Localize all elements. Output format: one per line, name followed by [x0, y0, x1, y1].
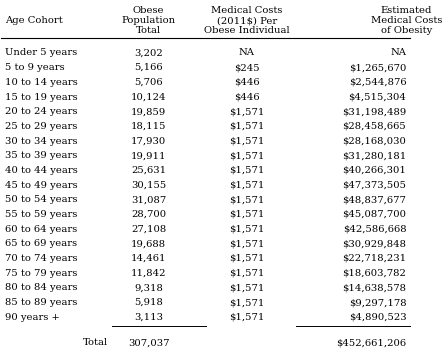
Text: $1,571: $1,571 [229, 269, 265, 278]
Text: Age Cohort: Age Cohort [5, 16, 63, 25]
Text: 70 to 74 years: 70 to 74 years [5, 254, 78, 263]
Text: 45 to 49 years: 45 to 49 years [5, 181, 78, 190]
Text: $1,571: $1,571 [229, 151, 265, 160]
Text: Medical Costs
(2011$) Per
Obese Individual: Medical Costs (2011$) Per Obese Individu… [204, 6, 289, 35]
Text: 3,202: 3,202 [134, 48, 163, 58]
Text: 65 to 69 years: 65 to 69 years [5, 239, 78, 248]
Text: Obese
Population
Total: Obese Population Total [122, 6, 176, 35]
Text: 19,859: 19,859 [131, 107, 166, 116]
Text: 27,108: 27,108 [131, 225, 166, 234]
Text: NA: NA [239, 48, 255, 58]
Text: $28,168,030: $28,168,030 [342, 137, 406, 146]
Text: $1,571: $1,571 [229, 210, 265, 219]
Text: 5 to 9 years: 5 to 9 years [5, 63, 65, 72]
Text: $1,571: $1,571 [229, 283, 265, 292]
Text: $1,571: $1,571 [229, 225, 265, 234]
Text: $9,297,178: $9,297,178 [349, 298, 406, 307]
Text: $2,544,876: $2,544,876 [349, 78, 406, 87]
Text: 307,037: 307,037 [128, 338, 169, 347]
Text: $1,571: $1,571 [229, 195, 265, 204]
Text: $18,603,782: $18,603,782 [342, 269, 406, 278]
Text: 5,706: 5,706 [134, 78, 163, 87]
Text: 25,631: 25,631 [131, 166, 166, 175]
Text: 18,115: 18,115 [131, 122, 166, 131]
Text: $1,265,670: $1,265,670 [349, 63, 406, 72]
Text: 30,155: 30,155 [131, 181, 166, 190]
Text: $1,571: $1,571 [229, 181, 265, 190]
Text: NA: NA [390, 48, 406, 58]
Text: 5,918: 5,918 [134, 298, 163, 307]
Text: $31,198,489: $31,198,489 [342, 107, 406, 116]
Text: 50 to 54 years: 50 to 54 years [5, 195, 78, 204]
Text: $245: $245 [234, 63, 260, 72]
Text: $30,929,848: $30,929,848 [342, 239, 406, 248]
Text: 80 to 84 years: 80 to 84 years [5, 283, 78, 292]
Text: $4,515,304: $4,515,304 [349, 93, 406, 101]
Text: $47,373,505: $47,373,505 [342, 181, 406, 190]
Text: $48,837,677: $48,837,677 [342, 195, 406, 204]
Text: $1,571: $1,571 [229, 239, 265, 248]
Text: 19,911: 19,911 [131, 151, 166, 160]
Text: 35 to 39 years: 35 to 39 years [5, 151, 78, 160]
Text: 3,113: 3,113 [134, 313, 163, 322]
Text: 5,166: 5,166 [134, 63, 163, 72]
Text: $1,571: $1,571 [229, 137, 265, 146]
Text: $4,890,523: $4,890,523 [349, 313, 406, 322]
Text: $452,661,206: $452,661,206 [336, 338, 406, 347]
Text: 40 to 44 years: 40 to 44 years [5, 166, 78, 175]
Text: 85 to 89 years: 85 to 89 years [5, 298, 78, 307]
Text: $42,586,668: $42,586,668 [343, 225, 406, 234]
Text: Total: Total [83, 338, 108, 347]
Text: 20 to 24 years: 20 to 24 years [5, 107, 78, 116]
Text: $1,571: $1,571 [229, 254, 265, 263]
Text: $28,458,665: $28,458,665 [342, 122, 406, 131]
Text: 10 to 14 years: 10 to 14 years [5, 78, 78, 87]
Text: 17,930: 17,930 [131, 137, 166, 146]
Text: Estimated
Medical Costs
of Obesity: Estimated Medical Costs of Obesity [371, 6, 442, 35]
Text: $22,718,231: $22,718,231 [342, 254, 406, 263]
Text: 31,087: 31,087 [131, 195, 166, 204]
Text: $1,571: $1,571 [229, 298, 265, 307]
Text: 10,124: 10,124 [131, 93, 166, 101]
Text: $1,571: $1,571 [229, 166, 265, 175]
Text: 90 years +: 90 years + [5, 313, 60, 322]
Text: 9,318: 9,318 [134, 283, 163, 292]
Text: $1,571: $1,571 [229, 122, 265, 131]
Text: $446: $446 [234, 93, 260, 101]
Text: $14,638,578: $14,638,578 [342, 283, 406, 292]
Text: $1,571: $1,571 [229, 107, 265, 116]
Text: 55 to 59 years: 55 to 59 years [5, 210, 78, 219]
Text: Under 5 years: Under 5 years [5, 48, 78, 58]
Text: 15 to 19 years: 15 to 19 years [5, 93, 78, 101]
Text: $45,087,700: $45,087,700 [342, 210, 406, 219]
Text: 60 to 64 years: 60 to 64 years [5, 225, 78, 234]
Text: 30 to 34 years: 30 to 34 years [5, 137, 78, 146]
Text: 28,700: 28,700 [131, 210, 166, 219]
Text: 75 to 79 years: 75 to 79 years [5, 269, 78, 278]
Text: $1,571: $1,571 [229, 313, 265, 322]
Text: $40,266,301: $40,266,301 [342, 166, 406, 175]
Text: $446: $446 [234, 78, 260, 87]
Text: 19,688: 19,688 [131, 239, 166, 248]
Text: 14,461: 14,461 [131, 254, 166, 263]
Text: $31,280,181: $31,280,181 [342, 151, 406, 160]
Text: 25 to 29 years: 25 to 29 years [5, 122, 78, 131]
Text: 11,842: 11,842 [131, 269, 166, 278]
